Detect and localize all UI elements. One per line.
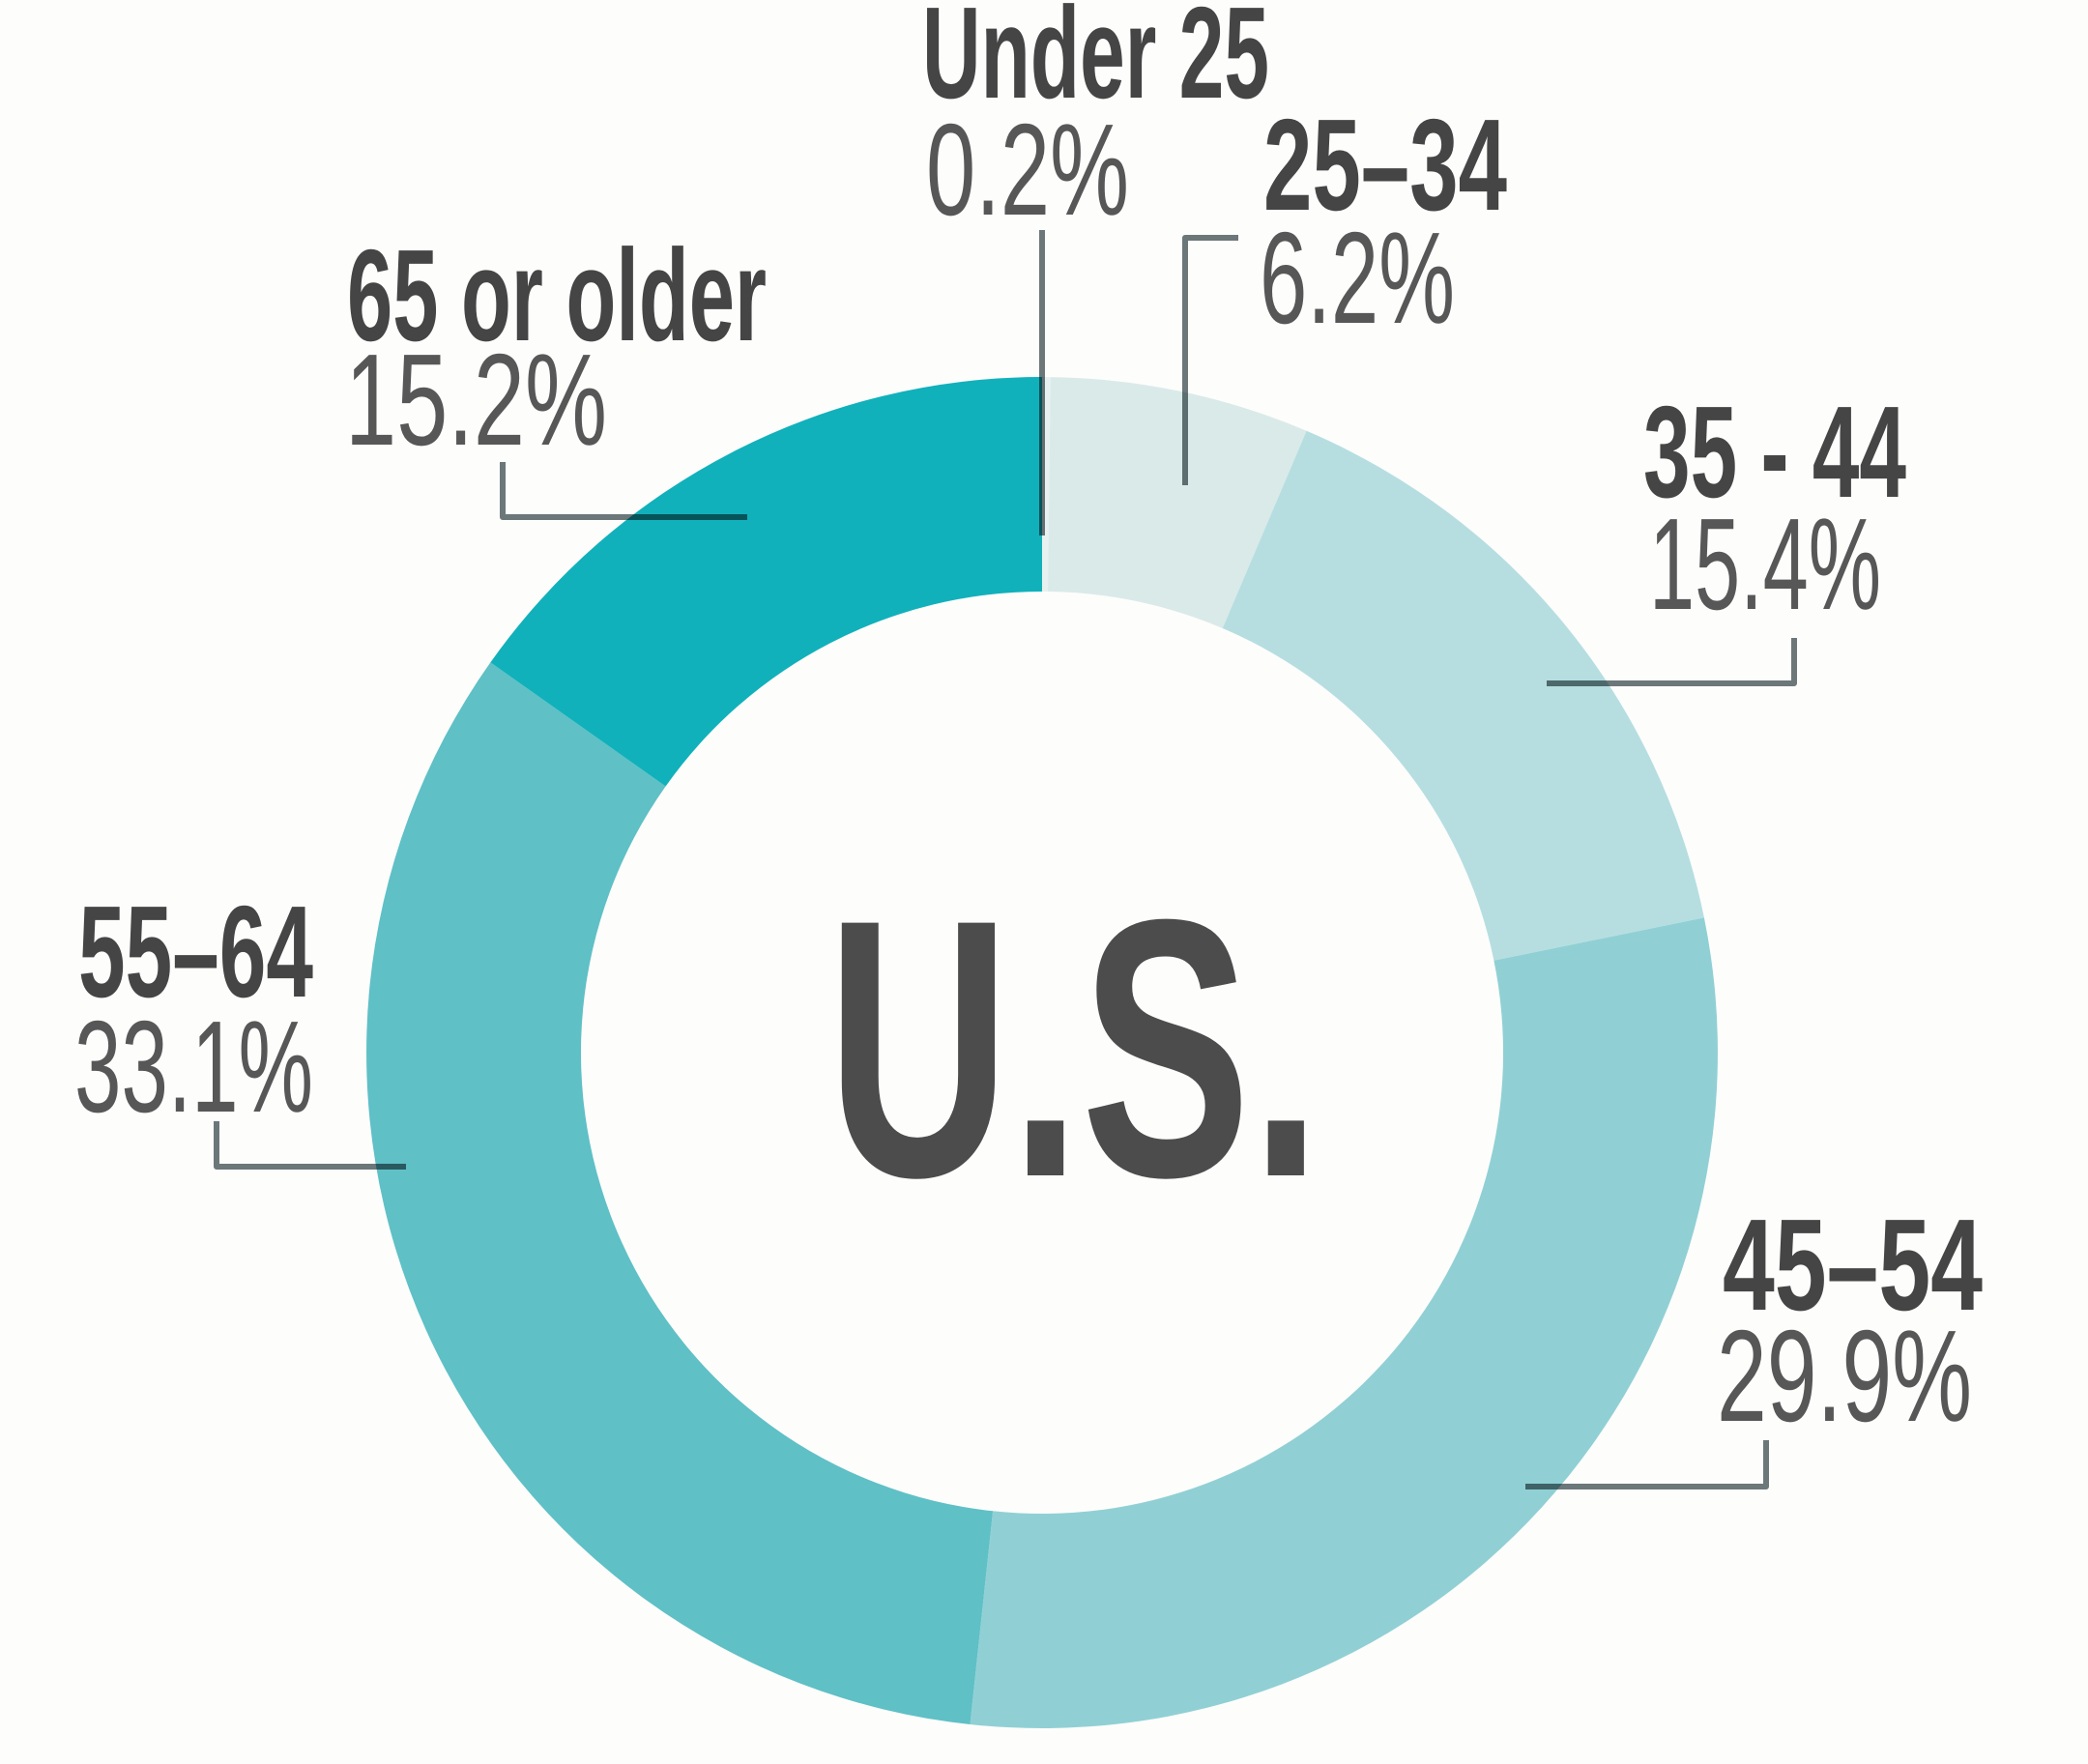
svg-text:45–54: 45–54 [1723, 1192, 1983, 1338]
svg-text:Under 25: Under 25 [922, 0, 1269, 126]
svg-text:15.2%: 15.2% [345, 327, 607, 473]
svg-text:55–64: 55–64 [78, 879, 313, 1025]
svg-text:29.9%: 29.9% [1717, 1303, 1972, 1449]
svg-text:25–34: 25–34 [1263, 92, 1507, 238]
svg-text:15.4%: 15.4% [1649, 491, 1881, 637]
svg-text:35 - 44: 35 - 44 [1643, 379, 1906, 525]
svg-text:0.2%: 0.2% [926, 97, 1129, 243]
svg-text:U.S.: U.S. [826, 843, 1321, 1254]
svg-text:65 or older: 65 or older [347, 222, 767, 368]
svg-text:33.1%: 33.1% [74, 994, 313, 1140]
svg-text:6.2%: 6.2% [1260, 205, 1455, 351]
